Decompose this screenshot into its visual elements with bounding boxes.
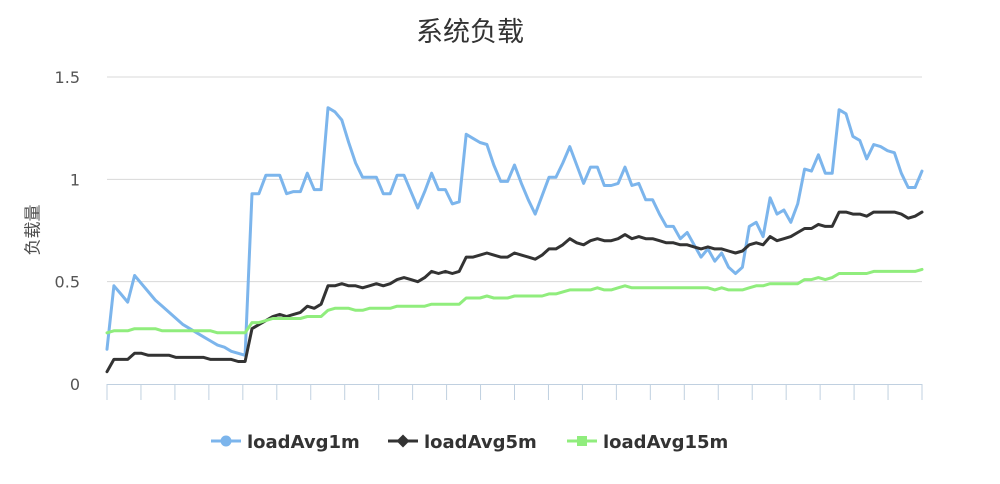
legend-label: loadAvg15m — [603, 432, 728, 453]
legend-item-loadAvg15m[interactable]: loadAvg15m — [567, 432, 728, 453]
legend-label: loadAvg1m — [247, 432, 360, 453]
legend-item-loadAvg1m[interactable]: loadAvg1m — [211, 432, 360, 453]
axes: 0 0.5 1 1.5 — [55, 68, 923, 400]
legend-label: loadAvg5m — [424, 432, 537, 453]
series-line-loadAvg15m — [105, 267, 924, 335]
series-lines — [105, 106, 924, 374]
y-tick-label: 0 — [70, 375, 80, 394]
series-line-loadAvg5m — [105, 210, 924, 374]
y-tick-label: 1 — [70, 170, 80, 189]
series-line-loadAvg1m — [105, 106, 924, 357]
legend-diamond-marker — [396, 434, 410, 448]
legend-item-loadAvg5m[interactable]: loadAvg5m — [388, 432, 537, 453]
y-tick-label: 1.5 — [55, 68, 80, 87]
y-tick-label: 0.5 — [55, 273, 80, 292]
grid-lines — [107, 76, 922, 283]
legend-circle-marker — [220, 435, 232, 447]
chart-title: 系统负载 — [416, 17, 524, 48]
legend[interactable]: loadAvg1m loadAvg5m loadAvg15m — [211, 432, 728, 453]
legend-square-marker — [577, 436, 587, 446]
